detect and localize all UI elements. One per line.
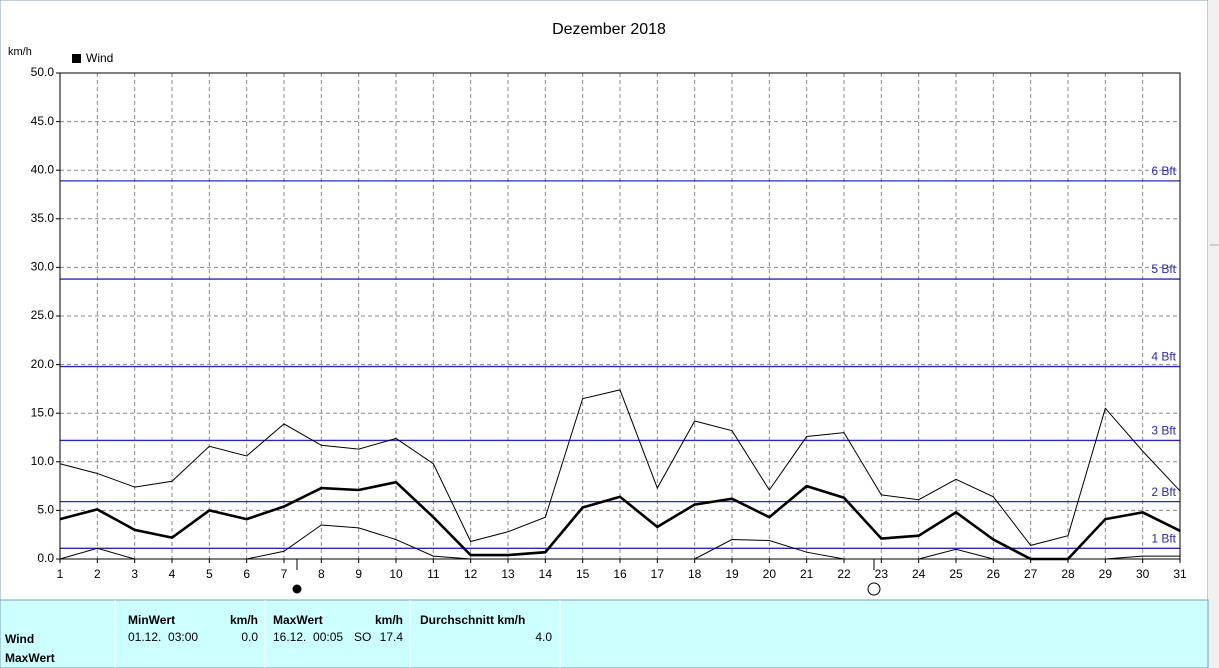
x-tick-label: 9 — [355, 567, 362, 581]
stats-table: Wind MaxWert MinWert km/h MaxWert km/h D… — [5, 600, 561, 668]
x-tick-label: 14 — [539, 567, 553, 581]
cell: 0.0 — [241, 630, 258, 644]
cell: SO — [354, 630, 371, 644]
x-tick-label: 7 — [281, 567, 288, 581]
new-moon-icon — [292, 584, 302, 594]
x-tick-label: 1 — [57, 567, 64, 581]
beaufort-label: 2 Bft — [1151, 485, 1176, 499]
y-tick-label: 10.0 — [31, 454, 55, 468]
y-tick-label: 50.0 — [31, 65, 55, 79]
cell: 17.4 — [380, 630, 404, 644]
x-tick-label: 8 — [318, 567, 325, 581]
x-tick-label: 26 — [987, 567, 1001, 581]
x-tick-label: 4 — [169, 567, 176, 581]
scroll-strip — [1208, 0, 1219, 668]
full-moon-icon — [867, 582, 881, 596]
legend-label: Wind — [86, 51, 113, 65]
x-tick-label: 17 — [651, 567, 665, 581]
x-tick-label: 25 — [949, 567, 963, 581]
x-tick-label: 15 — [576, 567, 590, 581]
cell: 16.12. 00:05 — [273, 630, 343, 644]
x-tick-label: 23 — [875, 567, 889, 581]
cell: 01.12. 03:00 — [128, 630, 198, 644]
x-tick-label: 16 — [613, 567, 627, 581]
x-tick-label: 10 — [389, 567, 403, 581]
beaufort-label: 4 Bft — [1151, 350, 1176, 364]
row-label: Wind — [5, 632, 34, 646]
x-tick-label: 30 — [1136, 567, 1150, 581]
stats-panel — [0, 599, 1209, 668]
col-unit: km/h — [375, 613, 403, 627]
x-tick-label: 27 — [1024, 567, 1038, 581]
beaufort-label: 3 Bft — [1151, 424, 1176, 438]
y-tick-label: 0.0 — [37, 551, 54, 565]
x-tick-label: 29 — [1099, 567, 1113, 581]
y-axis-unit: km/h — [8, 46, 32, 58]
x-tick-label: 22 — [837, 567, 851, 581]
x-tick-label: 2 — [94, 567, 101, 581]
cell: 4.0 — [535, 630, 552, 644]
col-header: MaxWert — [273, 613, 323, 627]
x-tick-label: 19 — [725, 567, 739, 581]
beaufort-label: 5 Bft — [1151, 262, 1176, 276]
x-tick-label: 20 — [763, 567, 777, 581]
beaufort-label: 1 Bft — [1151, 531, 1176, 545]
y-tick-label: 35.0 — [31, 211, 55, 225]
col-unit: km/h — [230, 613, 258, 627]
x-tick-label: 24 — [912, 567, 926, 581]
x-tick-label: 21 — [800, 567, 814, 581]
x-tick-label: 6 — [243, 567, 250, 581]
col-header: MinWert — [128, 613, 175, 627]
wind-line — [59, 389, 1181, 546]
chart-title: Dezember 2018 — [552, 21, 666, 38]
plot: 0.0 5.0 10.0 15.0 20.0 25.0 30.0 35.0 40.0 45.0 50… — [31, 65, 1187, 581]
plot-border — [59, 72, 1181, 560]
y-tick-label: 25.0 — [31, 308, 55, 322]
beaufort-label: 6 Bft — [1151, 164, 1176, 178]
y-tick-label: 45.0 — [31, 114, 55, 128]
x-tick-label: 3 — [131, 567, 138, 581]
y-tick-label: 5.0 — [37, 503, 54, 517]
row-label: MaxWert — [5, 651, 55, 665]
y-tick-label: 30.0 — [31, 260, 55, 274]
x-tick-label: 13 — [501, 567, 515, 581]
x-tick-label: 11 — [427, 567, 440, 581]
y-tick-label: 20.0 — [31, 357, 55, 371]
wind-line — [59, 480, 1181, 561]
x-tick-label: 28 — [1061, 567, 1075, 581]
x-tick-label: 5 — [206, 567, 213, 581]
x-tick-label: 18 — [688, 567, 702, 581]
legend-swatch — [72, 54, 81, 63]
x-tick-label: 12 — [464, 567, 478, 581]
x-tick-label: 31 — [1173, 567, 1187, 581]
y-tick-label: 40.0 — [31, 162, 55, 176]
y-tick-label: 15.0 — [31, 405, 55, 419]
col-header: Durchschnitt km/h — [420, 613, 525, 627]
